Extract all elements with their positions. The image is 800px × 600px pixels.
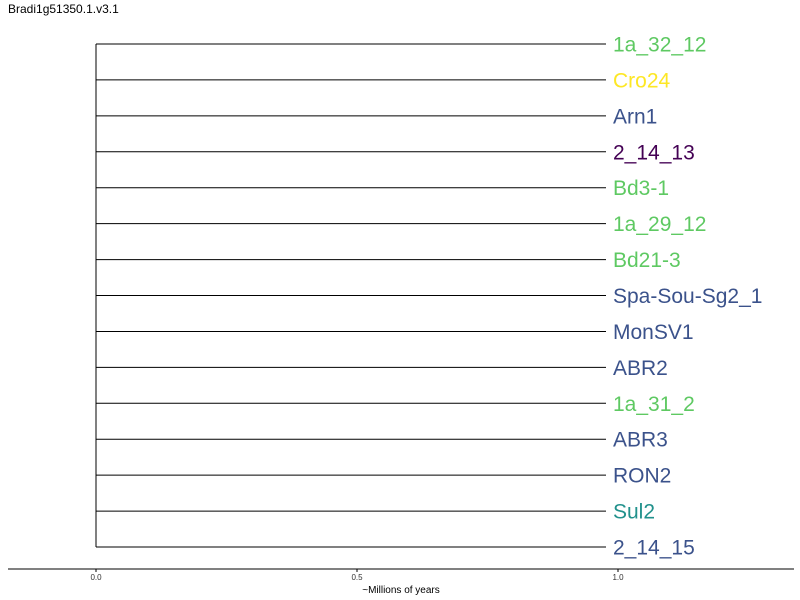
tree-branches: [95, 43, 606, 548]
x-axis: 0.0 0.5 1.0 ~Millions of years: [8, 568, 794, 596]
leaf-label: Sul2: [613, 501, 655, 524]
x-axis-ticks: 0.0 0.5 1.0: [90, 569, 624, 582]
leaf-label: Spa-Sou-Sg2_1: [613, 285, 762, 308]
x-tick-label: 0.5: [351, 573, 363, 582]
leaf-label: Bd21-3: [613, 249, 681, 272]
leaf-label: 1a_29_12: [613, 213, 706, 236]
leaf-label: Arn1: [613, 105, 657, 128]
x-tick-label: 1.0: [612, 573, 624, 582]
leaf-label: ABR2: [613, 357, 668, 380]
leaf-label: ABR3: [613, 429, 668, 452]
x-axis-title: ~Millions of years: [362, 585, 440, 596]
x-tick-label: 0.0: [90, 573, 102, 582]
leaf-label: 2_14_13: [613, 141, 695, 164]
leaf-label: 2_14_15: [613, 537, 695, 560]
leaf-labels: 1a_32_12 Cro24 Arn1 2_14_13 Bd3-1 1a_29_12 Bd2…: [613, 34, 762, 560]
leaf-label: 1a_31_2: [613, 393, 695, 416]
leaf-label: RON2: [613, 465, 671, 488]
leaf-label: MonSV1: [613, 321, 694, 344]
leaf-label: Cro24: [613, 69, 671, 92]
page-title: Bradi1g51350.1.v3.1: [8, 2, 119, 16]
leaf-label: Bd3-1: [613, 177, 669, 200]
leaf-label: 1a_32_12: [613, 34, 706, 57]
